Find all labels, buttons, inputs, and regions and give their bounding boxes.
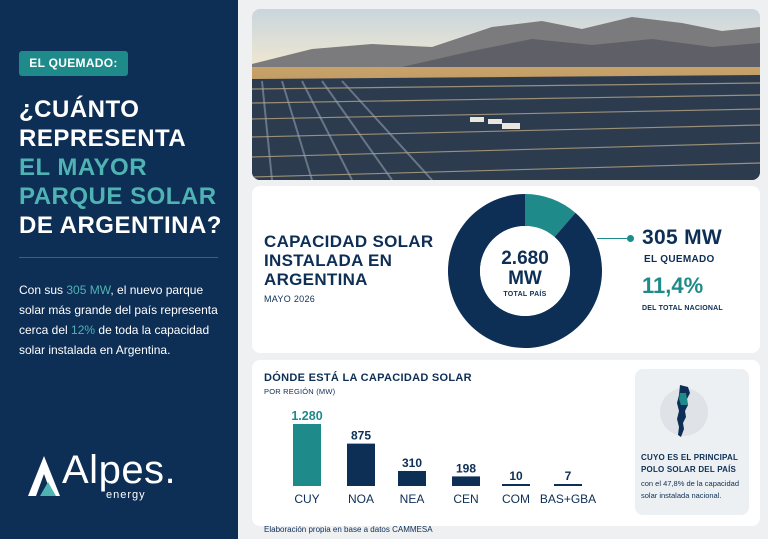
lede-e: de toda la capacidad solar instalada en … [19, 323, 210, 357]
headline-line-1: ¿CUÁNTO [19, 96, 140, 123]
share-value: 11,4% [642, 273, 704, 298]
donut-chart [448, 194, 602, 348]
sidebar-panel: EL QUEMADO: ¿CUÁNTO REPRESENTA EL MAYOR … [0, 0, 238, 539]
side-note-title: CUYO ES EL PRINCIPAL POLO SOLAR DEL PAÍS [641, 452, 746, 476]
location-tag: EL QUEMADO: [19, 51, 128, 76]
logo-sub: energy [106, 489, 146, 501]
headline-line-3: EL MAYOR [19, 154, 148, 181]
source-note: Elaboración propia en base a datos CAMME… [264, 525, 433, 534]
regions-subtitle: POR REGIÓN (MW) [264, 387, 336, 396]
callout-dot [627, 235, 634, 242]
total-unit: MW [508, 268, 542, 289]
bar-value-label: 7 [565, 469, 572, 483]
bar-com [502, 484, 530, 486]
side-note-text-1: con el 47,8% de la capacidad [641, 479, 739, 488]
lede-c: , el nuevo parque solar más grande del p… [19, 283, 218, 337]
bar-value-label: 1.280 [291, 409, 322, 423]
capacity-title: CAPACIDAD SOLAR INSTALADA EN ARGENTINA [264, 232, 454, 289]
lede-pct: 12% [71, 323, 96, 337]
regions-title: DÓNDE ESTÁ LA CAPACIDAD SOLAR [264, 372, 472, 384]
donut-hole [480, 226, 570, 316]
total-label: TOTAL PAÍS [503, 291, 547, 298]
lede-a: Con sus [19, 283, 67, 297]
lede-paragraph: Con sus 305 MW, el nuevo parque solar má… [19, 280, 229, 360]
donut-slice-1 [448, 194, 602, 348]
side-note-title-1: CUYO ES EL PRINCIPAL [641, 453, 739, 462]
bar-noa [347, 443, 375, 486]
bar-value-label: 198 [456, 461, 476, 475]
total-value: 2.680 [501, 248, 549, 269]
donut-slice-0 [525, 194, 576, 238]
lede-mw: 305 MW [66, 283, 111, 297]
capacity-title-line-3: ARGENTINA [264, 270, 368, 289]
side-note-text: con el 47,8% de la capacidad solar insta… [641, 478, 747, 502]
share-label: DEL TOTAL NACIONAL [642, 305, 723, 312]
regions-bar-chart: 1.280 CUY 875 NOA 310 NEA 198 CEN 10 COM 7 BAS+GBA [291, 409, 596, 506]
highlight-value: 305 MW [642, 226, 722, 249]
capacity-title-line-1: CAPACIDAD SOLAR [264, 232, 434, 251]
logo-word: Alpes. [62, 448, 177, 492]
side-note-text-2: solar instalada nacional. [641, 491, 722, 500]
bar-basgba [554, 484, 582, 486]
bar-value-label: 10 [509, 469, 523, 483]
divider [19, 257, 218, 258]
callout-line [597, 238, 631, 239]
bar-category-label: COM [502, 492, 530, 506]
highlight-label: EL QUEMADO [644, 254, 715, 265]
headline: ¿CUÁNTO REPRESENTA EL MAYOR PARQUE SOLAR… [19, 95, 234, 240]
side-note-title-2: POLO SOLAR DEL PAÍS [641, 465, 737, 474]
headline-line-2: REPRESENTA [19, 125, 187, 152]
bar-category-label: CEN [453, 492, 478, 506]
headline-line-5: DE ARGENTINA? [19, 212, 222, 239]
argentina-map-icon [660, 385, 708, 437]
bar-category-label: NOA [348, 492, 374, 506]
brand-logo: Alpes. energy [28, 448, 176, 508]
capacity-date: MAYO 2026 [264, 294, 316, 304]
capacity-title-line-2: INSTALADA EN [264, 251, 393, 270]
bar-category-label: CUY [294, 492, 319, 506]
bar-cen [452, 476, 480, 486]
solar-park-photo [252, 9, 760, 180]
donut-center: 2.680 MW TOTAL PAÍS [487, 248, 563, 298]
logo-mark-icon [28, 456, 60, 496]
headline-line-4: PARQUE SOLAR [19, 183, 217, 210]
bar-nea [398, 470, 426, 486]
bar-value-label: 310 [402, 456, 422, 470]
bar-cuy [293, 424, 321, 486]
bar-category-label: NEA [400, 492, 425, 506]
solar-park-image [252, 9, 760, 180]
bar-value-label: 875 [351, 429, 371, 443]
bar-category-label: BAS+GBA [540, 492, 596, 506]
